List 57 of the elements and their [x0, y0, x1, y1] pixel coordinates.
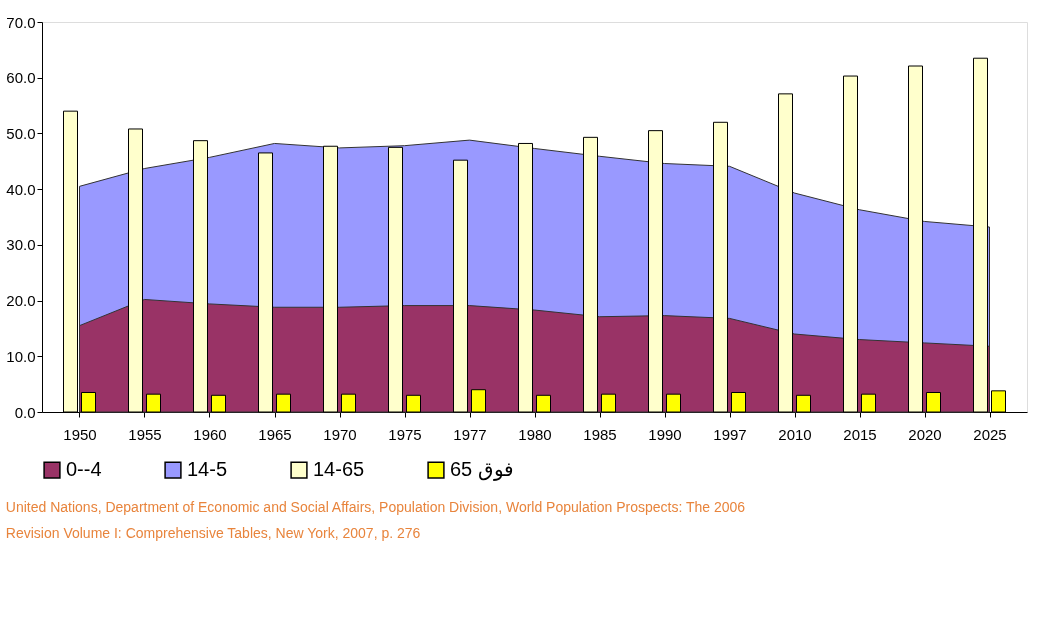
- bar: [583, 136, 598, 413]
- bar: [666, 393, 681, 413]
- x-tick-label: 2020: [908, 425, 942, 443]
- bar: [648, 130, 663, 413]
- bar: [518, 142, 533, 413]
- bar: [341, 393, 356, 413]
- bar: [276, 393, 291, 413]
- x-tick-label: 1975: [388, 425, 422, 443]
- bar: [258, 152, 273, 413]
- x-tick-label: 2025: [973, 425, 1007, 443]
- x-tick-label: 2010: [778, 425, 812, 443]
- bar: [926, 392, 941, 413]
- bar: [778, 93, 793, 413]
- x-tick-label: 1980: [518, 425, 552, 443]
- x-tick-label: 1990: [648, 425, 682, 443]
- bar: [406, 394, 421, 413]
- bar: [193, 140, 208, 413]
- x-tick-label: 1985: [583, 425, 617, 443]
- bar: [861, 393, 876, 413]
- y-tick-label: 0.0: [14, 403, 36, 421]
- bar: [323, 145, 338, 413]
- legend-label: 14-5: [187, 458, 228, 481]
- y-tick-label: 20.0: [6, 292, 36, 310]
- y-tick-label: 40.0: [6, 180, 36, 198]
- bar: [601, 393, 616, 413]
- bar: [536, 394, 551, 413]
- bar: [453, 159, 468, 413]
- bar: [388, 146, 403, 413]
- y-tick-label: 50.0: [6, 124, 36, 142]
- x-tick-label: 1960: [193, 425, 227, 443]
- x-tick-label: 2015: [843, 425, 877, 443]
- legend-label: 14-65: [313, 458, 365, 481]
- x-tick-label: 1965: [258, 425, 292, 443]
- bar: [713, 121, 728, 413]
- bar: [211, 394, 226, 413]
- legend-label: 65 فوق: [450, 458, 514, 482]
- x-tick-label: 1950: [63, 425, 97, 443]
- x-tick-label: 1997: [713, 425, 747, 443]
- bar: [146, 393, 161, 413]
- bar: [128, 128, 143, 413]
- bar: [731, 392, 746, 413]
- bar: [796, 394, 811, 413]
- bar: [843, 75, 858, 413]
- y-tick-label: 30.0: [6, 236, 36, 254]
- text: Revision Volume I: Comprehensive Tables, New York, 2007, p. 276: [5, 525, 421, 541]
- bar: [81, 392, 96, 413]
- text: United Nations, Department of Economic and Social Affairs, Population Division, World Population Prospects: The 2006: [5, 499, 746, 515]
- bar: [908, 65, 923, 413]
- y-tick-label: 10.0: [6, 347, 36, 365]
- x-tick-label: 1955: [128, 425, 162, 443]
- x-tick-label: 1970: [323, 425, 357, 443]
- bar: [973, 57, 988, 413]
- y-tick-label: 60.0: [6, 69, 36, 87]
- x-tick-label: 1977: [453, 425, 487, 443]
- bar: [471, 389, 486, 413]
- y-tick-label: 70.0: [6, 13, 36, 31]
- legend-label: 0--4: [66, 458, 102, 481]
